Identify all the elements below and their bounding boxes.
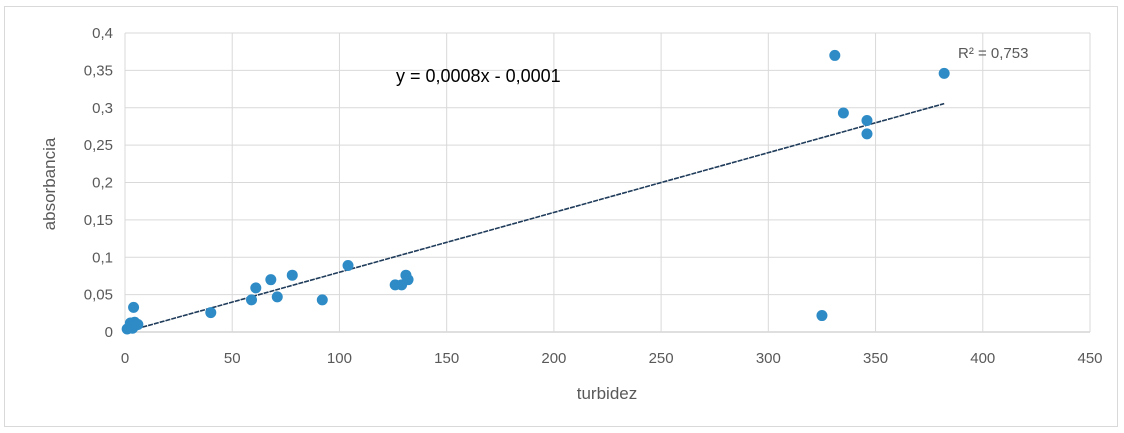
data-point xyxy=(402,274,414,286)
r-squared-label: R² = 0,753 xyxy=(958,45,1028,62)
data-point xyxy=(132,319,144,331)
y-tick-label: 0,1 xyxy=(92,249,113,266)
data-point xyxy=(829,49,841,61)
data-point xyxy=(271,291,283,303)
y-tick-label: 0,05 xyxy=(84,287,113,304)
x-tick-label: 450 xyxy=(1077,350,1102,367)
data-point xyxy=(246,294,258,306)
data-point xyxy=(265,274,277,286)
data-point xyxy=(837,107,849,119)
x-tick-label: 350 xyxy=(863,350,888,367)
x-tick-label: 400 xyxy=(970,350,995,367)
y-tick-label: 0,25 xyxy=(84,137,113,154)
data-point xyxy=(286,269,298,281)
y-axis-title: absorbancia xyxy=(40,137,59,230)
x-tick-label: 50 xyxy=(224,350,241,367)
data-point xyxy=(816,310,828,322)
y-tick-label: 0,3 xyxy=(92,100,113,117)
y-tick-label: 0,4 xyxy=(92,25,113,42)
x-axis-title: turbidez xyxy=(577,384,637,403)
x-tick-label: 200 xyxy=(541,350,566,367)
data-point xyxy=(342,259,354,271)
data-point xyxy=(128,301,140,313)
data-point xyxy=(861,114,873,126)
x-axis-ticks: 0 50 100 150 200 250 300 350 400 450 xyxy=(121,350,1103,367)
y-axis-ticks: 0 0,05 0,1 0,15 0,2 0,25 0,3 0,35 0,4 xyxy=(84,25,113,341)
x-tick-label: 150 xyxy=(434,350,459,367)
y-tick-label: 0 xyxy=(105,324,113,341)
x-tick-label: 250 xyxy=(649,350,674,367)
data-point xyxy=(205,307,217,319)
data-point xyxy=(250,282,262,294)
trendline-equation: y = 0,0008x - 0,0001 xyxy=(396,66,561,86)
data-point xyxy=(861,128,873,140)
x-tick-label: 0 xyxy=(121,350,129,367)
y-tick-label: 0,35 xyxy=(84,62,113,79)
x-tick-label: 100 xyxy=(327,350,352,367)
data-point xyxy=(938,67,950,79)
data-points xyxy=(121,49,950,335)
chart-frame xyxy=(4,6,1118,427)
data-point xyxy=(316,294,328,306)
x-tick-label: 300 xyxy=(756,350,781,367)
y-tick-label: 0,15 xyxy=(84,212,113,229)
y-tick-label: 0,2 xyxy=(92,175,113,192)
trendline xyxy=(124,102,945,333)
